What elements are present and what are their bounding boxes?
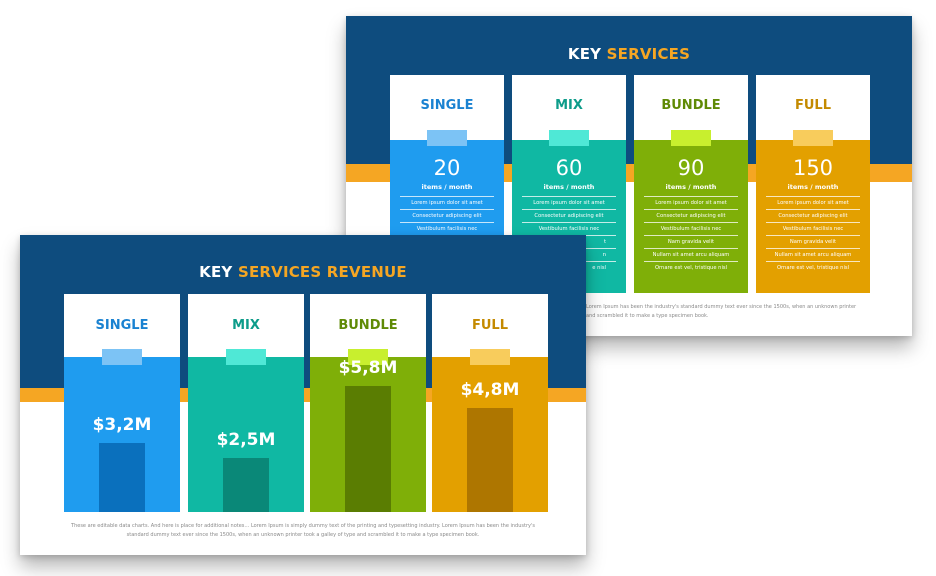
front-slide-title: KEY SERVICES REVENUE	[20, 263, 586, 281]
front-slide: KEY SERVICES REVENUE SINGLE MIX BUNDLE F…	[20, 235, 586, 555]
back-card-full-name: FULL	[794, 98, 831, 113]
front-slide-note-1: These are editable data charts. And here…	[71, 523, 535, 529]
back-card-single-name: SINGLE	[420, 98, 474, 113]
front-card-bundle-header	[310, 294, 426, 357]
back-card-bundle-unit: items / month	[665, 183, 717, 191]
front-card-mix-name: MIX	[232, 318, 260, 333]
revenue-value-label-single: $3,2M	[92, 414, 152, 435]
back-card-full-count: 150	[792, 156, 834, 180]
front-card-bundle-name: BUNDLE	[338, 318, 398, 333]
back-card-single-feature: Consectetur adipiscing elit	[400, 209, 494, 222]
front-slide-title-accent: SERVICES REVENUE	[237, 263, 407, 281]
front-slide-title-main: KEY	[199, 263, 233, 281]
front-card-full-name: FULL	[471, 318, 508, 333]
back-slide: KEY SERVICES SINGLE 20 items / month Lor…	[346, 16, 912, 336]
front-card-full-tab	[470, 349, 510, 365]
back-card-full-feature: Nam gravida velit	[766, 235, 860, 248]
back-card-bundle-feature: Consectetur adipiscing elit	[644, 209, 738, 222]
back-slide-title: KEY SERVICES	[346, 45, 912, 63]
back-card-single-count: 20	[433, 156, 461, 180]
revenue-bar-chart: $3,2M $2,5M $5,8M $4,8M	[20, 235, 586, 555]
revenue-bar-bundle	[345, 386, 391, 512]
revenue-bar-full	[467, 407, 513, 512]
revenue-value-label-bundle: $5,8M	[338, 358, 398, 379]
back-card-bundle-feature: Nam gravida velit	[644, 235, 738, 248]
front-card-mix-tab	[226, 349, 266, 365]
back-card-mix-count: 60	[555, 156, 583, 180]
back-slide-title-accent: SERVICES	[606, 45, 691, 63]
front-card-mix-header	[188, 294, 304, 357]
back-card-full-feature: Lorem ipsum dolor sit amet	[766, 196, 860, 209]
back-card-full-header	[756, 75, 870, 140]
back-card-single-tab	[427, 130, 467, 146]
back-card-bundle-feature: Vestibulum facilisis nec	[644, 222, 738, 235]
back-card-mix-feature: Consectetur adipiscing elit	[522, 209, 616, 222]
back-card-full-feature: Vestibulum facilisis nec	[766, 222, 860, 235]
front-card-single-name: SINGLE	[95, 318, 149, 333]
revenue-value-label-full: $4,8M	[460, 379, 520, 400]
back-card-full-unit: items / month	[787, 183, 839, 191]
front-card-single: SINGLE	[64, 294, 180, 512]
revenue-value-label-mix: $2,5M	[216, 429, 276, 450]
back-card-bundle-header	[634, 75, 748, 140]
back-card-single-feature: Lorem ipsum dolor sit amet	[400, 196, 494, 209]
back-card-full: FULL 150 items / month Lorem ipsum dolor…	[756, 75, 870, 293]
back-card-full-tab	[793, 130, 833, 146]
front-card-single-header	[64, 294, 180, 357]
back-card-mix-feature: Vestibulum facilisis nec	[522, 222, 616, 235]
back-card-bundle-count: 90	[677, 156, 705, 180]
back-card-bundle-feature: Nullam sit amet arcu aliquam	[644, 248, 738, 261]
back-card-mix-header	[512, 75, 626, 140]
back-card-single-unit: items / month	[421, 183, 473, 191]
revenue-bar-single	[99, 442, 145, 512]
back-card-single-feature: Vestibulum facilisis nec	[400, 222, 494, 235]
back-card-bundle-feature: Lorem ipsum dolor sit amet	[644, 196, 738, 209]
revenue-bar-mix	[223, 457, 269, 512]
back-slide-title-main: KEY	[567, 45, 602, 63]
back-card-full-feature: Consectetur adipiscing elit	[766, 209, 860, 222]
back-card-mix-feature: Lorem ipsum dolor sit amet	[522, 196, 616, 209]
front-card-bundle-tab	[348, 349, 388, 365]
back-card-full-body	[756, 140, 870, 293]
back-card-full-feature: Ornare est vel, tristique nisl	[766, 261, 860, 274]
back-card-bundle-body	[634, 140, 748, 293]
back-card-full-feature: Nullam sit amet arcu aliquam	[766, 248, 860, 261]
front-card-single-tab	[102, 349, 142, 365]
back-card-bundle: BUNDLE 90 items / month Lorem ipsum dolo…	[634, 75, 748, 293]
back-card-bundle-name: BUNDLE	[661, 98, 721, 113]
back-slide-note-2: and scrambled it to make a type specimen…	[586, 313, 709, 319]
back-card-mix-tab	[549, 130, 589, 146]
back-card-mix-name: MIX	[555, 98, 583, 113]
back-card-mix-unit: items / month	[543, 183, 595, 191]
back-slide-note-1: Lorem Ipsum has been the industry's stan…	[586, 304, 857, 310]
back-card-bundle-feature: Ornare est vel, tristique nisl	[644, 261, 738, 274]
front-slide-note-2: standard dummy text ever since the 1500s…	[126, 532, 480, 538]
front-card-full-header	[432, 294, 548, 357]
back-card-single-header	[390, 75, 504, 140]
back-card-bundle-tab	[671, 130, 711, 146]
